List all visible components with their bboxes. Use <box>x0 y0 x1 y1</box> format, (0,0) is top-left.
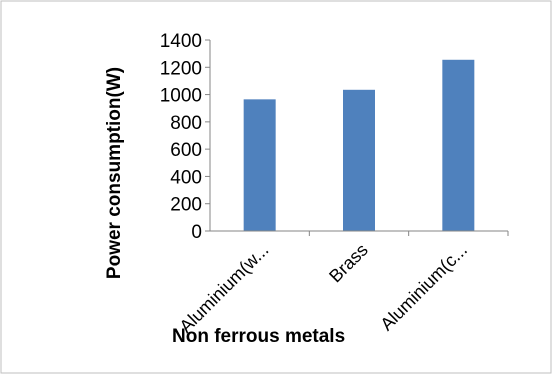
y-tick-label: 600 <box>170 140 202 161</box>
y-ticks-layer: 0 200 400 600 800 1000 1200 1400 <box>160 31 509 243</box>
axes-layer <box>209 40 508 232</box>
y-tick-label: 800 <box>170 113 202 134</box>
y-tick-label: 1000 <box>160 86 202 107</box>
bar <box>442 59 475 232</box>
y-tick-label: 0 <box>191 222 202 243</box>
bar <box>343 89 375 232</box>
y-tick-label: 200 <box>170 195 202 216</box>
bar <box>243 99 276 231</box>
bars-layer <box>243 59 475 232</box>
y-tick-label: 1400 <box>160 31 202 52</box>
y-tick-label: 400 <box>170 167 202 188</box>
y-axis-title: Power consumption(W) <box>104 67 125 279</box>
y-tick-label: 1200 <box>160 58 202 79</box>
x-axis-title: Non ferrous metals <box>172 326 345 347</box>
